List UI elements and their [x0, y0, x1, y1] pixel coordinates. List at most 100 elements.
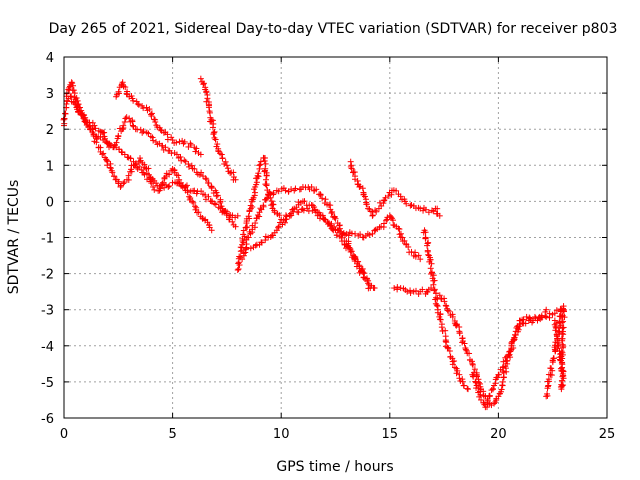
y-axis-label: SDTVAR / TECUs	[6, 180, 22, 295]
track-i-fill-point	[393, 187, 400, 194]
track-h-fill-point	[345, 232, 352, 239]
track-d-fill-point	[93, 135, 100, 142]
track-d-point	[137, 155, 144, 162]
track-n-fill-point	[559, 325, 566, 332]
track-a-fill-point	[214, 192, 221, 199]
track-a-fill-point	[205, 180, 212, 187]
track-l-fill-point	[452, 321, 459, 328]
track-c-point	[134, 100, 141, 107]
track-l-point	[462, 346, 469, 353]
track-e-fill-point	[230, 169, 237, 176]
track-m-fill-point	[489, 386, 496, 393]
track-m-fill-point	[520, 316, 527, 323]
track-c-fill-point	[122, 84, 129, 91]
track-j-point	[391, 285, 398, 292]
y-tick-label: -3	[41, 304, 54, 319]
track-g-point	[245, 234, 252, 241]
track-g-fill-point	[360, 274, 367, 281]
track-l-fill-point	[498, 386, 505, 393]
track-k-fill-point	[430, 272, 437, 279]
track-n-fill-point	[560, 318, 567, 325]
track-a-fill-point	[178, 157, 185, 164]
track-d-point	[189, 198, 196, 205]
track-l-fill-point	[441, 298, 448, 305]
track-e-fill-point	[222, 158, 229, 165]
track-g-fill-point	[354, 258, 361, 265]
track-a-fill-point	[140, 128, 147, 135]
track-e-fill-point	[209, 124, 216, 131]
x-tick-label: 20	[490, 427, 507, 442]
track-h-fill-point	[412, 249, 419, 256]
track-g-point	[239, 256, 246, 263]
track-k-fill-point	[431, 277, 438, 284]
track-a-fill-point	[159, 142, 166, 149]
track-a-fill-point	[198, 169, 205, 176]
x-tick-label: 15	[382, 427, 399, 442]
track-h-point	[247, 245, 254, 252]
track-b-fill-point	[97, 134, 104, 141]
track-i-fill-point	[373, 208, 380, 215]
track-g-fill-point	[292, 185, 299, 192]
track-i-fill-point	[397, 193, 404, 200]
track-g-fill-point	[260, 202, 267, 209]
track-n-fill-point	[551, 344, 558, 351]
track-f-fill-point	[300, 207, 307, 214]
track-l-fill-point	[553, 307, 560, 314]
track-m-fill-point	[483, 404, 490, 411]
track-n-point	[545, 382, 552, 389]
track-n-fill-point	[557, 365, 564, 372]
track-l-fill-point	[466, 350, 473, 357]
track-n-fill-point	[560, 324, 567, 331]
track-c-fill-point	[168, 134, 175, 141]
track-a-point	[121, 118, 128, 125]
track-k-point	[464, 386, 471, 393]
track-e-fill-point	[218, 151, 225, 158]
track-l-fill-point	[469, 361, 476, 368]
track-f-point	[295, 209, 302, 216]
track-f-fill-point	[235, 260, 242, 267]
track-d-fill-point	[125, 172, 132, 179]
track-d-fill-point	[175, 172, 182, 179]
track-d-fill-point	[206, 221, 213, 228]
track-k-fill-point	[454, 367, 461, 374]
track-i-fill-point	[369, 212, 376, 219]
track-f-fill-point	[257, 158, 264, 165]
track-n-fill-point	[553, 332, 560, 339]
track-d-fill-point	[176, 180, 183, 187]
track-f-fill-point	[253, 181, 260, 188]
track-g-fill-point	[329, 208, 336, 215]
track-n-fill-point	[554, 342, 561, 349]
track-j-fill-point	[407, 290, 414, 297]
track-h-fill-point	[258, 239, 265, 246]
track-g-point	[282, 187, 289, 194]
track-h-point	[265, 234, 272, 241]
track-h-fill-point	[415, 252, 422, 259]
track-m-fill-point	[500, 363, 507, 370]
track-h-point	[408, 248, 415, 255]
track-m-fill-point	[516, 323, 523, 330]
track-n-fill-point	[558, 319, 565, 326]
track-f-fill-point	[244, 224, 251, 231]
track-a-fill-point	[202, 175, 209, 182]
track-b-fill-point	[166, 182, 173, 189]
track-d-fill-point	[166, 171, 173, 178]
track-f-fill-point	[348, 248, 355, 255]
track-m-fill-point	[500, 358, 507, 365]
track-m-fill-point	[527, 315, 534, 322]
track-d-fill-point	[100, 150, 107, 157]
track-d-point	[195, 209, 202, 216]
track-g-fill-point	[313, 186, 320, 193]
track-i-fill-point	[420, 207, 427, 214]
track-m-fill-point	[538, 312, 545, 319]
track-c-fill-point	[176, 138, 183, 145]
track-c-point	[152, 118, 159, 125]
track-l-point	[436, 292, 443, 299]
track-a-fill-point	[73, 94, 80, 101]
track-n-fill-point	[560, 368, 567, 375]
track-i-fill-point	[348, 165, 355, 172]
track-j-fill-point	[413, 287, 420, 294]
track-l-point	[469, 360, 476, 367]
track-e-fill-point	[224, 165, 231, 172]
track-f-fill-point	[236, 253, 243, 260]
track-k-fill-point	[451, 358, 458, 365]
